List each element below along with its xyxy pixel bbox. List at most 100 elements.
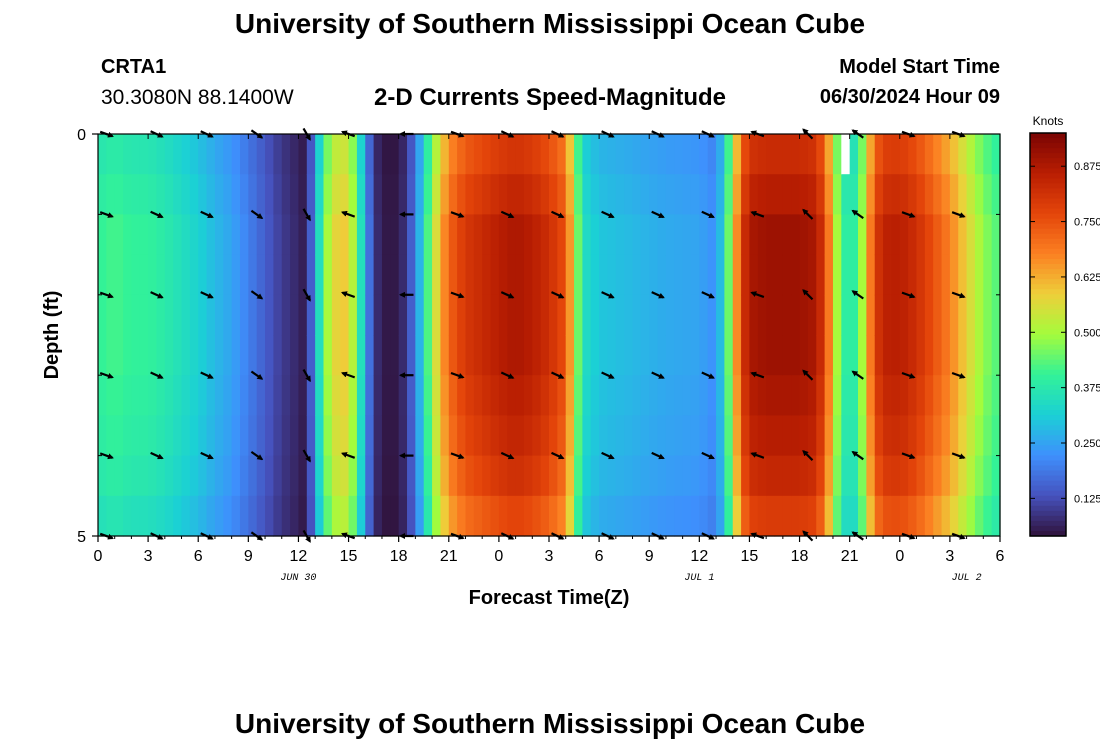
heatmap-cell [565,335,575,376]
heatmap-cell [356,455,366,497]
heatmap-cell [674,375,684,416]
current-vector-arrow [200,210,214,219]
heatmap-cell [741,495,751,537]
heatmap-cell [665,174,675,215]
heatmap-cell [415,174,425,215]
heatmap-cell [958,495,968,537]
heatmap-cell [866,375,876,416]
heatmap-cell [273,455,283,497]
heatmap-cell [365,174,375,215]
heatmap-cell [156,174,166,215]
colorbar-segment [1030,445,1066,451]
heatmap-cell [239,335,249,376]
y-axis-label: Depth (ft) [41,291,63,380]
heatmap-cell [791,134,801,175]
heatmap-cell [223,174,233,215]
heatmap-cell [423,174,433,215]
heatmap-cell [883,495,893,537]
heatmap-cell [590,134,600,175]
heatmap-cell [515,415,525,457]
heatmap-cell [849,495,859,537]
heatmap-cell [782,174,792,215]
heatmap-cell [432,254,442,296]
heatmap-cell [640,134,650,175]
heatmap-cell [599,375,609,416]
heatmap-cell [707,495,717,537]
heatmap-cell [607,134,617,175]
heatmap-cell [557,495,567,537]
heatmap-cell [290,455,300,497]
heatmap-cell [757,495,767,537]
heatmap-cell [173,415,183,457]
heatmap-cell [549,455,558,497]
heatmap-cell [448,214,458,256]
heatmap-cell [156,335,166,376]
heatmap-cell [373,254,383,296]
heatmap-cell [807,335,817,376]
heatmap-cell [799,134,809,175]
heatmap-cell [966,214,976,256]
heatmap-cell [473,495,483,537]
heatmap-cell [398,254,408,296]
heatmap-cell [139,294,149,336]
heatmap-cell [131,335,141,376]
heatmap-cell [189,254,199,296]
heatmap-cell [574,455,584,497]
heatmap-cell [381,375,391,416]
heatmap-cell [164,495,174,537]
heatmap-cell [540,134,550,175]
x-tick-label: 3 [144,548,153,565]
heatmap-cell [298,415,308,457]
heatmap-cell [515,214,525,256]
heatmap-cell [741,335,751,376]
heatmap-cell [231,495,241,537]
heatmap-cell [574,495,584,537]
heatmap-cell [974,375,984,416]
current-vector-arrow [901,291,916,299]
current-vector-arrow [150,210,164,219]
colorbar-segment [1030,168,1066,174]
heatmap-cell [640,335,650,376]
heatmap-cell [624,415,634,457]
heatmap-cell [123,375,133,416]
heatmap-cell [356,375,366,416]
heatmap-cell [649,495,659,537]
heatmap-cell [206,415,216,457]
heatmap-cell [498,375,508,416]
heatmap-cell [582,174,592,215]
heatmap-cell [298,375,308,416]
heatmap-cell [214,415,224,457]
heatmap-cell [181,294,191,336]
heatmap-cell [323,415,333,457]
heatmap-cell [98,254,107,296]
heatmap-cell [206,495,216,537]
current-vector-arrow [500,451,515,460]
heatmap-cell [841,375,851,416]
current-vector-arrow [851,209,864,220]
heatmap-cell [156,254,166,296]
heatmap-cell [164,335,174,376]
heatmap-cell [498,495,508,537]
heatmap-cell [356,254,366,296]
heatmap-cell [949,495,959,537]
heatmap-cell [640,214,650,256]
heatmap-cell [682,294,692,336]
heatmap-cell [841,254,851,296]
heatmap-cell [682,174,692,215]
heatmap-cell [490,455,500,497]
heatmap-cell [465,335,475,376]
heatmap-cell [131,495,141,537]
colorbar-segment [1030,465,1066,472]
heatmap-cell [298,335,308,376]
colorbar-segment [1030,354,1066,361]
heatmap-cell [741,455,751,497]
heatmap-cell [331,254,341,296]
heatmap-cell [114,375,124,416]
heatmap-cell [407,174,416,215]
heatmap-cell [599,335,609,376]
heatmap-cell [649,415,659,457]
heatmap-cell [164,455,174,497]
heatmap-cell [707,134,717,175]
heatmap-cell [131,375,141,416]
heatmap-cell [214,214,224,256]
